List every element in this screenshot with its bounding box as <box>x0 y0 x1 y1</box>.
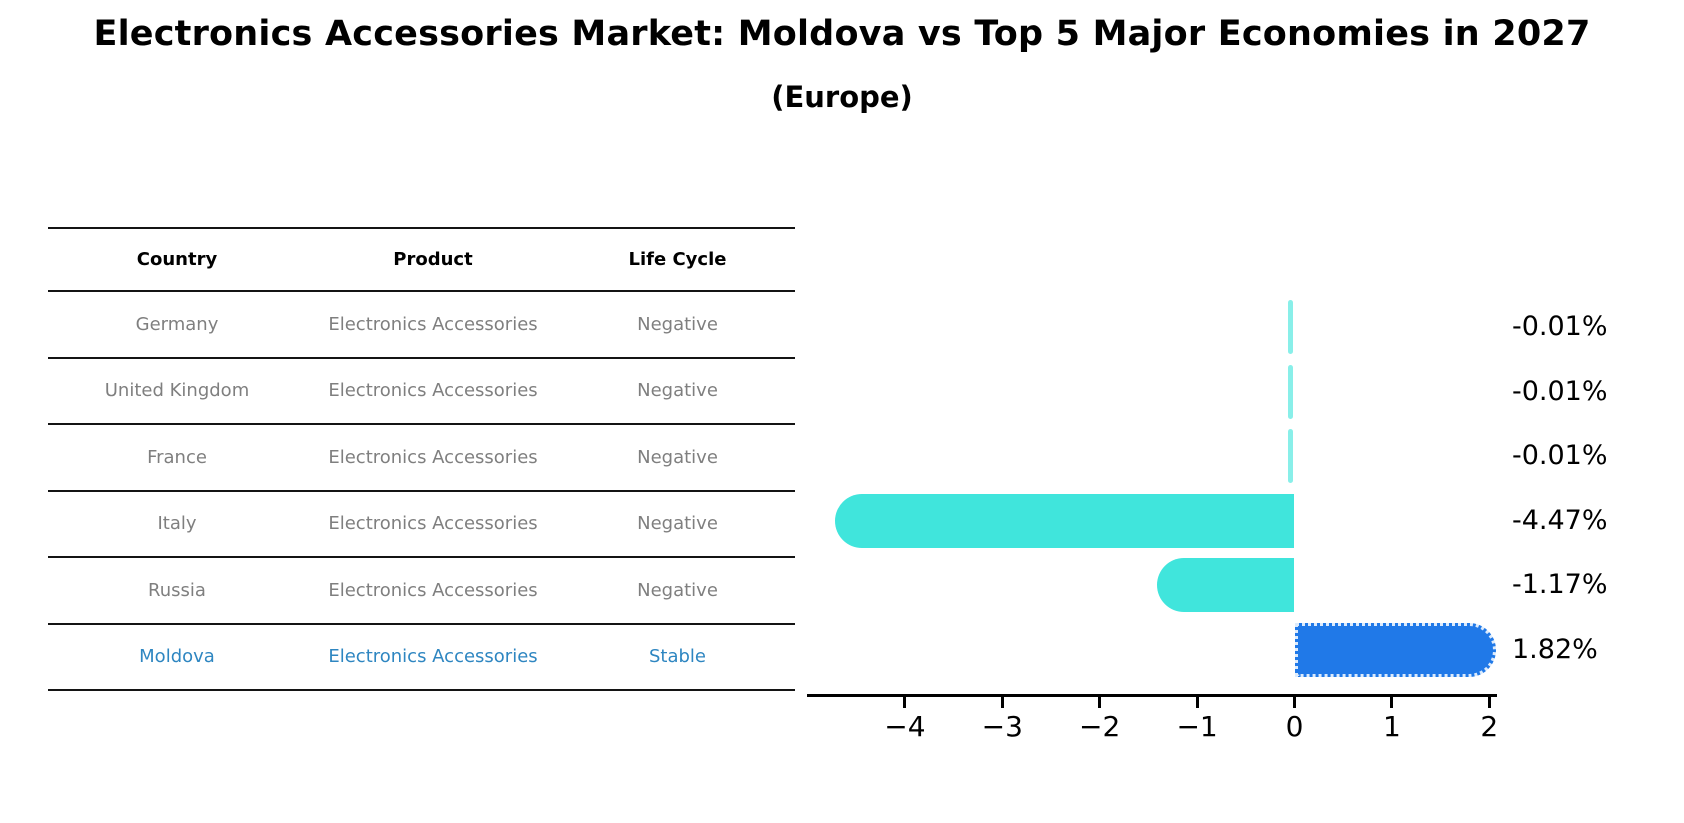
x-axis-tick-label: −1 <box>1176 710 1218 743</box>
column-header-life-cycle: Life Cycle <box>628 249 727 270</box>
table-row: Germany Electronics Accessories Negative <box>48 292 795 359</box>
table-header-row: Country Product Life Cycle <box>48 229 795 292</box>
x-axis-tick-label: 0 <box>1285 710 1304 743</box>
table-row: United Kingdom Electronics Accessories N… <box>48 359 795 425</box>
bar-value-label: -1.17% <box>1512 569 1608 601</box>
cell-product: Electronics Accessories <box>328 380 538 402</box>
cell-country: Russia <box>148 579 206 601</box>
cell-life-cycle: Negative <box>637 513 718 535</box>
x-axis-tick <box>1487 696 1491 708</box>
bar-value-label: -0.01% <box>1512 375 1608 407</box>
cell-country: Italy <box>157 513 197 535</box>
x-axis-tick <box>1390 696 1394 708</box>
bar-value-label: -0.01% <box>1512 311 1608 342</box>
x-axis-tick-label: −2 <box>1079 710 1121 743</box>
bar-italy <box>835 493 1295 548</box>
cell-country: United Kingdom <box>104 380 250 402</box>
cell-life-cycle: Negative <box>637 380 718 402</box>
cell-product: Electronics Accessories <box>328 513 538 535</box>
cell-life-cycle: Stable <box>648 646 706 668</box>
x-axis-tick <box>903 696 907 708</box>
bar-france <box>1288 429 1293 484</box>
cell-country: Moldova <box>139 646 215 668</box>
bar-germany <box>1288 300 1293 354</box>
bar-moldova <box>1294 623 1496 677</box>
chart-subtitle: (Europe) <box>771 80 913 114</box>
column-header-product: Product <box>393 249 473 270</box>
column-header-country: Country <box>136 249 218 270</box>
chart-title: Electronics Accessories Market: Moldova … <box>93 14 1591 54</box>
cell-life-cycle: Negative <box>637 579 718 601</box>
cell-life-cycle: Negative <box>637 313 718 335</box>
x-axis-tick-label: −3 <box>981 710 1023 743</box>
cell-life-cycle: Negative <box>637 446 718 468</box>
cell-country: France <box>147 446 207 468</box>
bar-value-label: 1.82% <box>1512 634 1598 665</box>
cell-product: Electronics Accessories <box>328 313 538 335</box>
x-axis-tick-label: −4 <box>884 710 926 743</box>
cell-product: Electronics Accessories <box>328 579 538 601</box>
country-table: Country Product Life Cycle Germany Elect… <box>48 227 795 691</box>
cell-product: Electronics Accessories <box>328 446 538 468</box>
table-row: Moldova Electronics Accessories Stable <box>48 625 795 691</box>
x-axis-tick <box>1195 696 1199 708</box>
x-axis-tick <box>1293 696 1296 708</box>
bar-value-label: -0.01% <box>1512 440 1608 472</box>
table-row: France Electronics Accessories Negative <box>48 425 795 492</box>
x-axis-tick-label: 1 <box>1382 710 1401 743</box>
x-axis-tick <box>1098 696 1102 708</box>
bar-russia <box>1156 558 1295 613</box>
table-row: Russia Electronics Accessories Negative <box>48 558 795 625</box>
table-row: Italy Electronics Accessories Negative <box>48 492 795 558</box>
bar-value-label: -4.47% <box>1512 504 1608 536</box>
cell-country: Germany <box>135 313 219 335</box>
x-axis-tick-label: 2 <box>1480 710 1499 743</box>
cell-product: Electronics Accessories <box>328 646 538 668</box>
bar-united-kingdom <box>1288 364 1293 419</box>
x-axis-line <box>807 694 1497 697</box>
x-axis-tick <box>1000 696 1004 708</box>
